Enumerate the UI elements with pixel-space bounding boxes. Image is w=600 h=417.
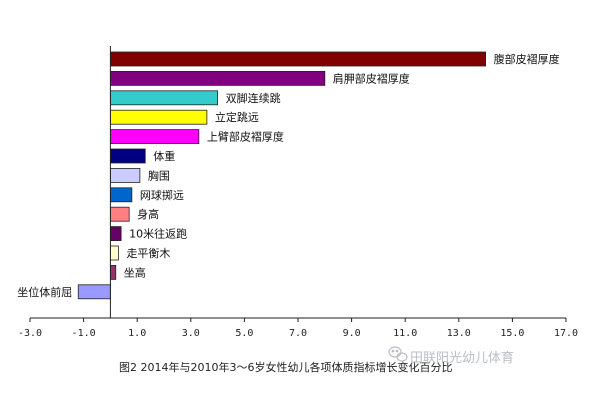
bar-12	[77, 284, 111, 300]
bar-label-0: 腹部皮褶厚度	[494, 52, 560, 66]
bar-label-3: 立定跳远	[215, 110, 259, 124]
bar-3	[110, 109, 208, 125]
x-tick-label-5: 7.0	[289, 328, 307, 339]
bar-label-1: 肩胛部皮褶厚度	[333, 71, 410, 85]
bar-4	[110, 129, 200, 145]
bar-0	[110, 51, 487, 67]
bar-label-5: 体重	[153, 149, 175, 163]
x-tick-label-8: 13.0	[447, 328, 471, 339]
bar-8	[110, 206, 130, 222]
x-tick-label-6: 9.0	[343, 328, 361, 339]
bar-7	[110, 187, 133, 203]
x-tick-label-10: 17.0	[554, 328, 578, 339]
x-tick-label-7: 11.0	[393, 328, 417, 339]
wechat-icon	[388, 346, 408, 362]
bar-label-7: 网球掷远	[140, 188, 184, 202]
bar-label-8: 身高	[137, 207, 159, 221]
bar-label-6: 胸围	[148, 168, 170, 182]
watermark: 田联阳光幼儿体育	[388, 346, 514, 366]
bar-label-2: 双脚连续跳	[226, 91, 281, 105]
x-ticks-group: -3.0 -1.0 1.0 3.0 5.0 7.0 9.0 11.0 13.0 15.0 17.0	[18, 318, 578, 339]
bar-label-12: 坐位体前屈	[17, 285, 72, 299]
bar-label-11: 坐高	[124, 265, 146, 279]
bars-group	[77, 51, 487, 300]
watermark-text: 田联阳光幼儿体育	[410, 350, 514, 366]
x-tick-label-0: -3.0	[18, 328, 42, 339]
x-tick-label-1: -1.0	[72, 328, 96, 339]
bar-1	[110, 71, 326, 86]
bar-5	[110, 148, 146, 164]
axes-group: -3.0 -1.0 1.0 3.0 5.0 7.0 9.0 11.0 13.0 15.0 17.0	[18, 46, 578, 339]
x-tick-label-3: 3.0	[182, 328, 200, 339]
x-tick-label-4: 5.0	[235, 328, 253, 339]
bar-6	[110, 167, 141, 183]
bar-2	[110, 90, 218, 106]
chart-caption: 图2 2014年与2010年3～6岁女性幼儿各项体质指标增长变化百分比	[119, 360, 452, 374]
bar-label-9: 10米往返跑	[129, 227, 187, 241]
bar-label-10: 走平衡木	[126, 247, 170, 260]
x-tick-label-9: 15.0	[500, 328, 524, 339]
bar-label-4: 上臂部皮褶厚度	[207, 130, 284, 144]
bar-10	[110, 245, 119, 261]
bar-11	[110, 264, 117, 280]
bar-9	[110, 226, 122, 242]
x-tick-label-2: 1.0	[128, 328, 146, 339]
